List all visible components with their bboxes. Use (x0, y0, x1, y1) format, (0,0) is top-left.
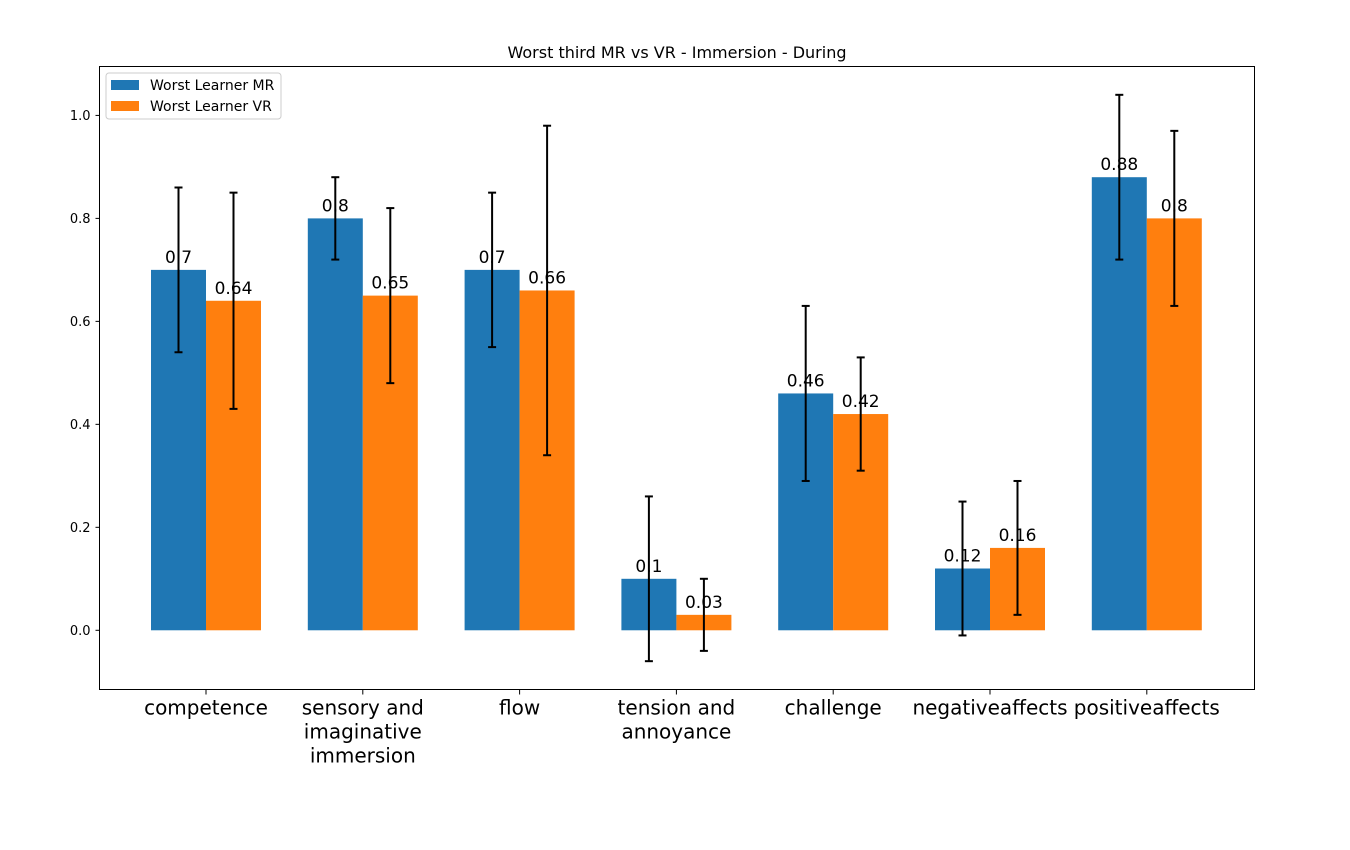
data-label-vr-4: 0.42 (842, 392, 880, 412)
data-label-mr-2: 0.7 (479, 248, 506, 268)
x-tick-label-line: annoyance (621, 720, 731, 744)
x-tick-label-line: sensory and (302, 696, 424, 720)
data-label-mr-1: 0.8 (322, 196, 349, 216)
x-tick-label-4: challenge (785, 696, 882, 720)
legend-box (105, 72, 282, 120)
x-tick-label-line: immersion (310, 744, 416, 768)
data-label-mr-0: 0.7 (165, 248, 192, 268)
legend-swatch-vr (111, 101, 139, 111)
error-bars (174, 93, 1179, 663)
plot-area: 0.7 0.8 0.7 0.1 0.46 0.12 0.88 0.64 0.65 0.66 0.03… (70, 66, 1255, 768)
y-tick-label-3: 0.6 (70, 315, 91, 330)
y-axis: 0.0 0.2 0.4 0.6 0.8 1.0 (70, 109, 100, 639)
x-tick-label-line: imaginative (304, 720, 422, 744)
y-tick-label-0: 0.0 (70, 624, 91, 639)
axes-frame (99, 66, 1255, 690)
x-tick-label-line: competence (144, 696, 268, 720)
data-label-vr-3: 0.03 (685, 593, 723, 613)
legend-label-mr: Worst Learner MR (150, 78, 275, 94)
x-tick-label-2: flow (499, 696, 540, 720)
data-label-mr-4: 0.46 (787, 371, 825, 391)
y-tick-label-5: 1.0 (70, 109, 91, 124)
data-label-vr-6: 0.8 (1161, 196, 1188, 216)
x-tick-label-0: competence (144, 696, 268, 720)
x-tick-label-6: positiveaffects (1074, 696, 1220, 720)
legend-swatch-mr (111, 80, 139, 90)
data-label-vr-5: 0.16 (999, 526, 1037, 546)
chart-title: Worst third MR vs VR - Immersion - Durin… (508, 43, 847, 62)
legend: Worst Learner MR Worst Learner VR (105, 72, 282, 120)
x-tick-label-line: negativeaffects (912, 696, 1067, 720)
x-axis: competence sensory and imaginative immersio… (144, 689, 1220, 768)
bar-mr-1 (307, 218, 363, 631)
data-label-mr-3: 0.1 (635, 557, 662, 577)
x-tick-label-line: flow (499, 696, 540, 720)
x-tick-label-5: negativeaffects (912, 696, 1067, 720)
y-tick-label-4: 0.8 (70, 212, 91, 227)
data-label-mr-5: 0.12 (944, 547, 982, 567)
data-label-mr-6: 0.88 (1100, 155, 1138, 175)
data-label-vr-1: 0.65 (371, 274, 409, 294)
data-label-vr-0: 0.64 (215, 279, 253, 299)
legend-label-vr: Worst Learner VR (150, 99, 272, 115)
x-tick-label-line: tension and (618, 696, 736, 720)
x-tick-label-3: tension and annoyance (618, 696, 736, 744)
data-label-vr-2: 0.66 (528, 268, 566, 288)
x-tick-label-line: positiveaffects (1074, 696, 1220, 720)
y-tick-label-2: 0.4 (70, 418, 91, 433)
data-labels: 0.7 0.8 0.7 0.1 0.46 0.12 0.88 0.64 0.65 0.66 0.03… (165, 155, 1188, 613)
x-tick-label-1: sensory and imaginative immersion (302, 696, 424, 768)
x-tick-label-line: challenge (785, 696, 882, 720)
y-tick-label-1: 0.2 (70, 521, 91, 536)
